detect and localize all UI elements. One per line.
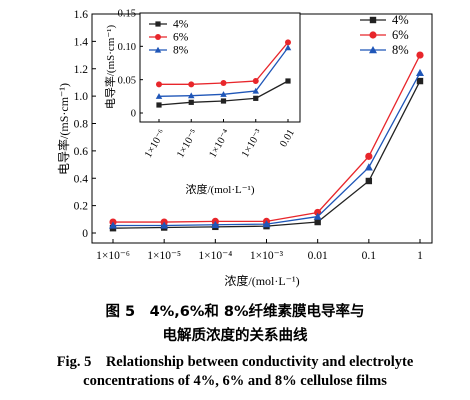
main-point-6% (416, 51, 424, 59)
inset-point-4% (220, 98, 227, 104)
main-point-4% (314, 218, 321, 226)
main-x-tick-label: 1 (417, 250, 423, 262)
inset-point-8% (284, 44, 292, 51)
main-point-4% (416, 77, 424, 85)
caption-cn-line2: 电解质浓度的关系曲线 (162, 328, 308, 344)
main-y-tick-label: 0.6 (74, 146, 89, 158)
inset-x-axis-label: 浓度/(mol·L⁻¹) (186, 182, 255, 196)
main-y-tick-label: 0.4 (74, 173, 89, 185)
main-point-8% (211, 220, 220, 228)
inset-x-tick-label: 1×10⁻³ (240, 128, 265, 160)
main-legend-marker (369, 46, 377, 54)
inset-point-4% (156, 102, 162, 108)
inset-point-8% (252, 87, 259, 94)
inset-x-tick-label: 1×10⁻⁴ (207, 127, 232, 160)
main-x-tick-label: 0.01 (308, 250, 328, 262)
main-legend-marker (369, 16, 377, 24)
inset-point-8% (155, 93, 163, 99)
main-point-8% (262, 220, 271, 228)
main-y-tick-label: 1.0 (74, 91, 89, 103)
inset-y-axis-label: 电导率/(mS·cm⁻¹) (103, 25, 117, 110)
inset-point-6% (188, 81, 195, 88)
inset-point-6% (285, 39, 291, 46)
main-y-tick-label: 0 (82, 228, 88, 240)
inset-point-6% (156, 81, 162, 88)
main-y-axis-label: 电导率/(mS·cm⁻¹) (56, 83, 71, 175)
main-point-8% (109, 221, 117, 229)
inset-legend-label: 6% (173, 32, 189, 44)
inset-legend-marker (155, 34, 161, 40)
main-y-tick-label: 1.6 (74, 9, 89, 21)
inset-legend-label: 4% (173, 19, 189, 31)
main-point-6% (365, 152, 373, 160)
inset-y-tick-label: 0.05 (118, 75, 136, 86)
main-x-axis-label: 浓度/(mol·L⁻¹) (224, 273, 299, 288)
inset-legend-label: 8% (173, 45, 189, 57)
main-legend-label: 6% (392, 28, 409, 42)
main-y-tick-label: 1.4 (74, 36, 89, 48)
main-x-tick-label: 1×10⁻⁶ (96, 250, 130, 262)
conductivity-figure: 0 0.2 0.4 0.6 0.8 1.0 1.2 1.4 1.6 1×10⁻⁶ 1×10⁻⁵ 1×1… (56, 9, 433, 288)
inset-x-tick-label: 0.01 (278, 128, 297, 149)
inset-y-tick-label: 0 (131, 109, 136, 120)
inset-point-6% (220, 80, 227, 86)
main-point-8% (364, 163, 373, 171)
main-x-tick-label: 1×10⁻³ (250, 250, 284, 262)
inset-y-tick-label: 0.10 (118, 42, 136, 53)
inset-x-tick-label: 1×10⁻⁵ (175, 127, 200, 160)
inset-plot-frame (139, 12, 301, 123)
main-legend-label: 8% (392, 43, 409, 57)
inset-point-4% (285, 78, 291, 84)
main-y-tick-label: 1.2 (74, 64, 89, 76)
inset-legend-marker (154, 46, 162, 53)
main-legend-marker (369, 31, 377, 39)
inset-point-8% (220, 91, 227, 97)
main-point-8% (160, 221, 169, 229)
main-point-8% (416, 68, 424, 77)
inset-y-tick-label: 0.15 (118, 9, 136, 20)
caption-en-line1: Fig. 5 Relationship between conductivity… (56, 354, 414, 370)
main-y-tick-label: 0.2 (74, 201, 89, 213)
inset-point-4% (253, 95, 259, 101)
caption-cn-line1: 图 5 4%,6%和 8%纤维素膜电导率与 (105, 304, 365, 320)
main-y-tick-label: 0.8 (74, 119, 89, 131)
main-x-tick-label: 1×10⁻⁴ (198, 250, 232, 262)
inset-legend-marker (155, 21, 161, 27)
main-x-tick-label: 1×10⁻⁵ (147, 250, 181, 262)
main-x-tick-label: 0.1 (362, 250, 377, 262)
caption-en-line2: concentrations of 4%, 6% and 8% cellulos… (83, 373, 387, 389)
inset-point-8% (188, 92, 195, 99)
inset-point-4% (188, 99, 194, 105)
inset-point-6% (252, 78, 259, 84)
inset-x-tick-label: 1×10⁻⁶ (143, 127, 168, 160)
main-point-8% (313, 212, 322, 220)
main-legend-label: 4% (392, 13, 409, 27)
main-point-4% (365, 177, 373, 185)
